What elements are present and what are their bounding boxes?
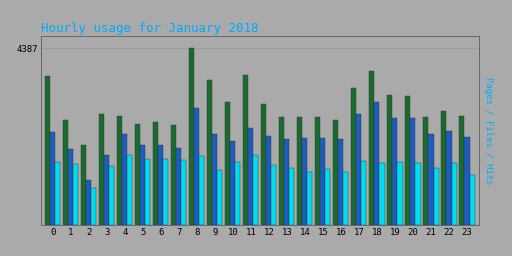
Bar: [452, 163, 457, 225]
Bar: [351, 88, 356, 225]
Bar: [207, 80, 212, 225]
Bar: [356, 114, 361, 225]
Bar: [99, 114, 104, 225]
Bar: [411, 118, 416, 225]
Bar: [261, 104, 266, 225]
Bar: [321, 138, 326, 225]
Bar: [73, 164, 78, 225]
Bar: [248, 129, 253, 225]
Bar: [464, 137, 470, 225]
Bar: [63, 120, 68, 225]
Bar: [423, 117, 429, 225]
Bar: [397, 162, 402, 225]
Bar: [81, 145, 86, 225]
Bar: [140, 145, 145, 225]
Bar: [361, 161, 367, 225]
Bar: [163, 159, 168, 225]
Bar: [253, 155, 259, 225]
Bar: [416, 163, 420, 225]
Bar: [91, 188, 96, 225]
Bar: [243, 75, 248, 225]
Bar: [199, 156, 204, 225]
Bar: [109, 166, 114, 225]
Bar: [441, 111, 446, 225]
Bar: [374, 102, 379, 225]
Bar: [145, 159, 151, 225]
Bar: [225, 102, 230, 225]
Bar: [230, 141, 236, 225]
Bar: [379, 163, 385, 225]
Bar: [158, 145, 163, 225]
Bar: [86, 180, 91, 225]
Bar: [280, 117, 284, 225]
Bar: [369, 71, 374, 225]
Bar: [289, 168, 294, 225]
Bar: [104, 155, 109, 225]
Bar: [303, 138, 307, 225]
Bar: [68, 148, 73, 225]
Bar: [406, 96, 411, 225]
Bar: [45, 76, 50, 225]
Text: Hourly usage for January 2018: Hourly usage for January 2018: [41, 22, 259, 35]
Bar: [236, 162, 241, 225]
Bar: [194, 108, 199, 225]
Y-axis label: Pages / Files / Hits: Pages / Files / Hits: [484, 77, 493, 184]
Bar: [181, 160, 186, 225]
Bar: [135, 124, 140, 225]
Bar: [315, 117, 321, 225]
Bar: [434, 168, 439, 225]
Bar: [271, 165, 276, 225]
Bar: [212, 134, 217, 225]
Bar: [470, 175, 475, 225]
Bar: [217, 170, 222, 225]
Bar: [122, 134, 127, 225]
Bar: [127, 155, 132, 225]
Bar: [388, 95, 392, 225]
Bar: [266, 136, 271, 225]
Bar: [171, 125, 176, 225]
Bar: [55, 162, 60, 225]
Bar: [117, 116, 122, 225]
Bar: [50, 132, 55, 225]
Bar: [189, 48, 194, 225]
Bar: [297, 117, 303, 225]
Bar: [307, 172, 312, 225]
Bar: [284, 138, 289, 225]
Bar: [459, 116, 464, 225]
Bar: [153, 122, 158, 225]
Bar: [326, 169, 330, 225]
Bar: [392, 118, 397, 225]
Bar: [176, 148, 181, 225]
Bar: [429, 134, 434, 225]
Bar: [344, 172, 349, 225]
Bar: [446, 131, 452, 225]
Bar: [338, 139, 344, 225]
Bar: [333, 120, 338, 225]
